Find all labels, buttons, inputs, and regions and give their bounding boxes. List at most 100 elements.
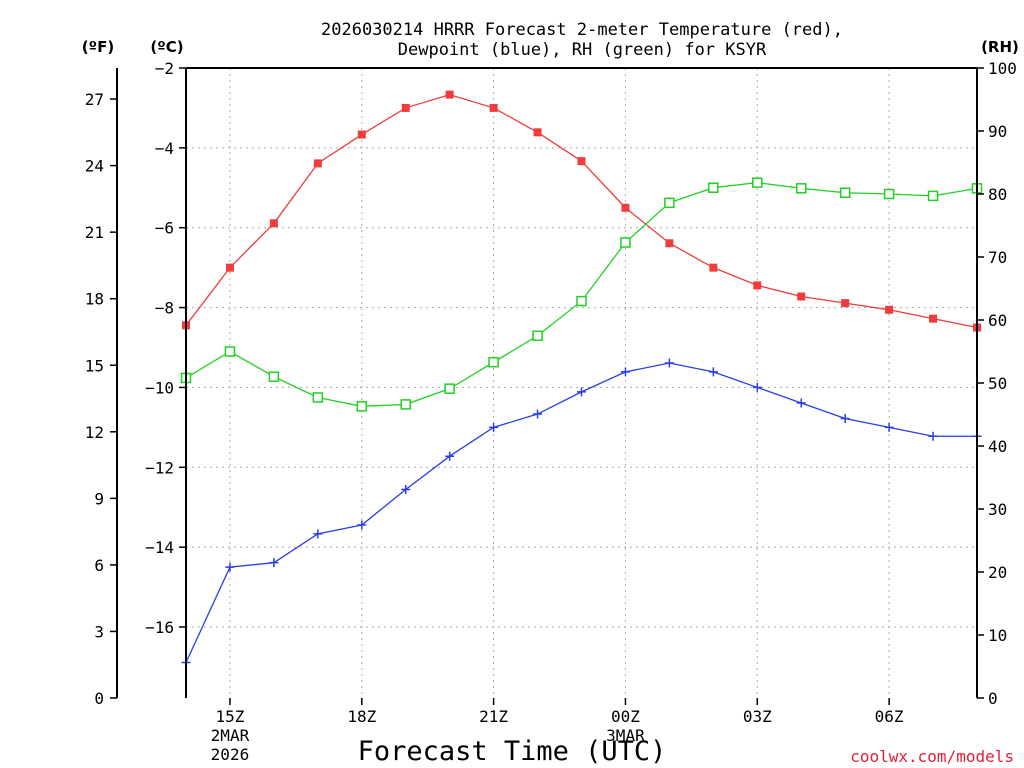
rh-point (927, 190, 939, 202)
rh-point (839, 187, 851, 198)
watermark-text: coolwx.com/models (850, 747, 1014, 766)
rh-point (708, 182, 719, 193)
celsius-unit-label: (ºC) (150, 38, 183, 56)
dewpoint-point (840, 413, 850, 423)
celsius-tick-label: −8 (155, 299, 174, 318)
dewpoint-point (884, 422, 894, 432)
dewpoint-point (708, 367, 718, 377)
celsius-tick-label: −4 (155, 139, 174, 158)
celsius-tick-label: −14 (145, 538, 174, 557)
year-tick-label: 2026 (211, 745, 250, 764)
temperature-point (841, 299, 850, 308)
dewpoint-point (620, 367, 630, 377)
dewpoint-line (185, 362, 977, 663)
temperature-point (357, 130, 366, 139)
temperature-point (885, 305, 894, 314)
rh-point (532, 330, 543, 341)
temperature-point (577, 157, 586, 166)
dewpoint-point (577, 387, 586, 397)
celsius-tick-label: −12 (145, 458, 174, 477)
rh-tick-label: 40 (988, 437, 1007, 456)
temperature-point (401, 103, 410, 112)
temperature-point (225, 263, 234, 272)
temperature-point (621, 203, 630, 212)
rh-point (752, 177, 763, 188)
rh-point (620, 237, 631, 248)
dewpoint-point (313, 529, 323, 539)
rh-tick-label: 70 (988, 248, 1007, 267)
rh-point (576, 295, 587, 307)
rh-point (488, 356, 499, 368)
rh-series (180, 177, 983, 412)
temperature-point (269, 219, 278, 228)
temperature-point (709, 263, 718, 272)
time-tick-label: 18Z (347, 707, 376, 726)
fahrenheit-tick-label: 12 (85, 423, 104, 442)
temperature-line (185, 93, 978, 329)
rh-tick-label: 90 (988, 122, 1007, 141)
fahrenheit-tick-label: 21 (85, 223, 104, 242)
rh-point (356, 401, 368, 412)
temperature-point (753, 281, 762, 290)
chart-title: 2026030214 HRRR Forecast 2-meter Tempera… (321, 20, 843, 40)
date-tick-label: 2MAR (211, 726, 250, 745)
rh-tick-label: 0 (988, 689, 998, 708)
celsius-tick-label: −16 (145, 618, 174, 637)
time-tick-label: 00Z (611, 707, 640, 726)
series-group (180, 90, 983, 668)
temperature-point (445, 90, 454, 99)
dewpoint-series (181, 358, 982, 668)
rh-point (883, 188, 895, 200)
fahrenheit-tick-label: 15 (85, 356, 104, 375)
rh-tick-label: 10 (988, 626, 1007, 645)
rh-point (664, 197, 675, 209)
rh-tick-label: 50 (988, 374, 1007, 393)
fahrenheit-tick-label: 6 (94, 556, 104, 575)
dewpoint-point (928, 431, 938, 441)
fahrenheit-tick-label: 27 (85, 90, 104, 109)
dewpoint-point (401, 484, 411, 494)
rh-unit-label: (RH) (981, 38, 1019, 56)
rh-tick-label: 20 (988, 563, 1007, 582)
temperature-point (665, 239, 674, 248)
time-tick-label: 03Z (743, 707, 772, 726)
rh-point (268, 371, 280, 382)
rh-line (185, 182, 978, 407)
celsius-tick-label: −6 (155, 219, 174, 238)
temperature-point (929, 314, 938, 323)
dewpoint-point (225, 562, 235, 572)
time-tick-label: 21Z (479, 707, 508, 726)
axes (116, 67, 978, 698)
dewpoint-point (796, 398, 806, 408)
rh-point (400, 399, 411, 410)
fahrenheit-tick-label: 9 (94, 489, 104, 508)
fahrenheit-tick-label: 24 (85, 157, 104, 176)
temperature-point (533, 128, 542, 137)
rh-tick-label: 30 (988, 500, 1007, 519)
chart-subtitle: Dewpoint (blue), RH (green) for KSYR (398, 40, 767, 60)
rh-tick-label: 60 (988, 311, 1007, 330)
rh-tick-label: 100 (988, 59, 1017, 78)
dewpoint-point (752, 382, 762, 392)
dewpoint-point (269, 558, 279, 568)
rh-point (312, 392, 324, 403)
fahrenheit-tick-label: 0 (94, 689, 104, 708)
time-tick-label: 06Z (875, 707, 904, 726)
date-tick-label: 3MAR (606, 726, 645, 745)
celsius-tick-label: −10 (145, 378, 174, 397)
celsius-tick-label: −2 (155, 59, 174, 78)
dewpoint-point (357, 520, 367, 530)
rh-point (224, 346, 236, 357)
fahrenheit-tick-label: 3 (94, 622, 104, 641)
temperature-series (182, 90, 981, 332)
fahrenheit-tick-label: 18 (85, 290, 104, 309)
temperature-point (489, 103, 498, 112)
temperature-point (313, 159, 322, 168)
time-tick-label: 15Z (215, 707, 244, 726)
dewpoint-point (489, 422, 499, 432)
rh-point (795, 183, 807, 194)
tick-labels: 0 3 6 9 12 15 18 21 24 27 −16 −14 −12 −10 −8 −6 −4 −2 0 10 2… (85, 59, 1017, 764)
dewpoint-point (445, 451, 455, 461)
fahrenheit-unit-label: (ºF) (82, 38, 114, 56)
